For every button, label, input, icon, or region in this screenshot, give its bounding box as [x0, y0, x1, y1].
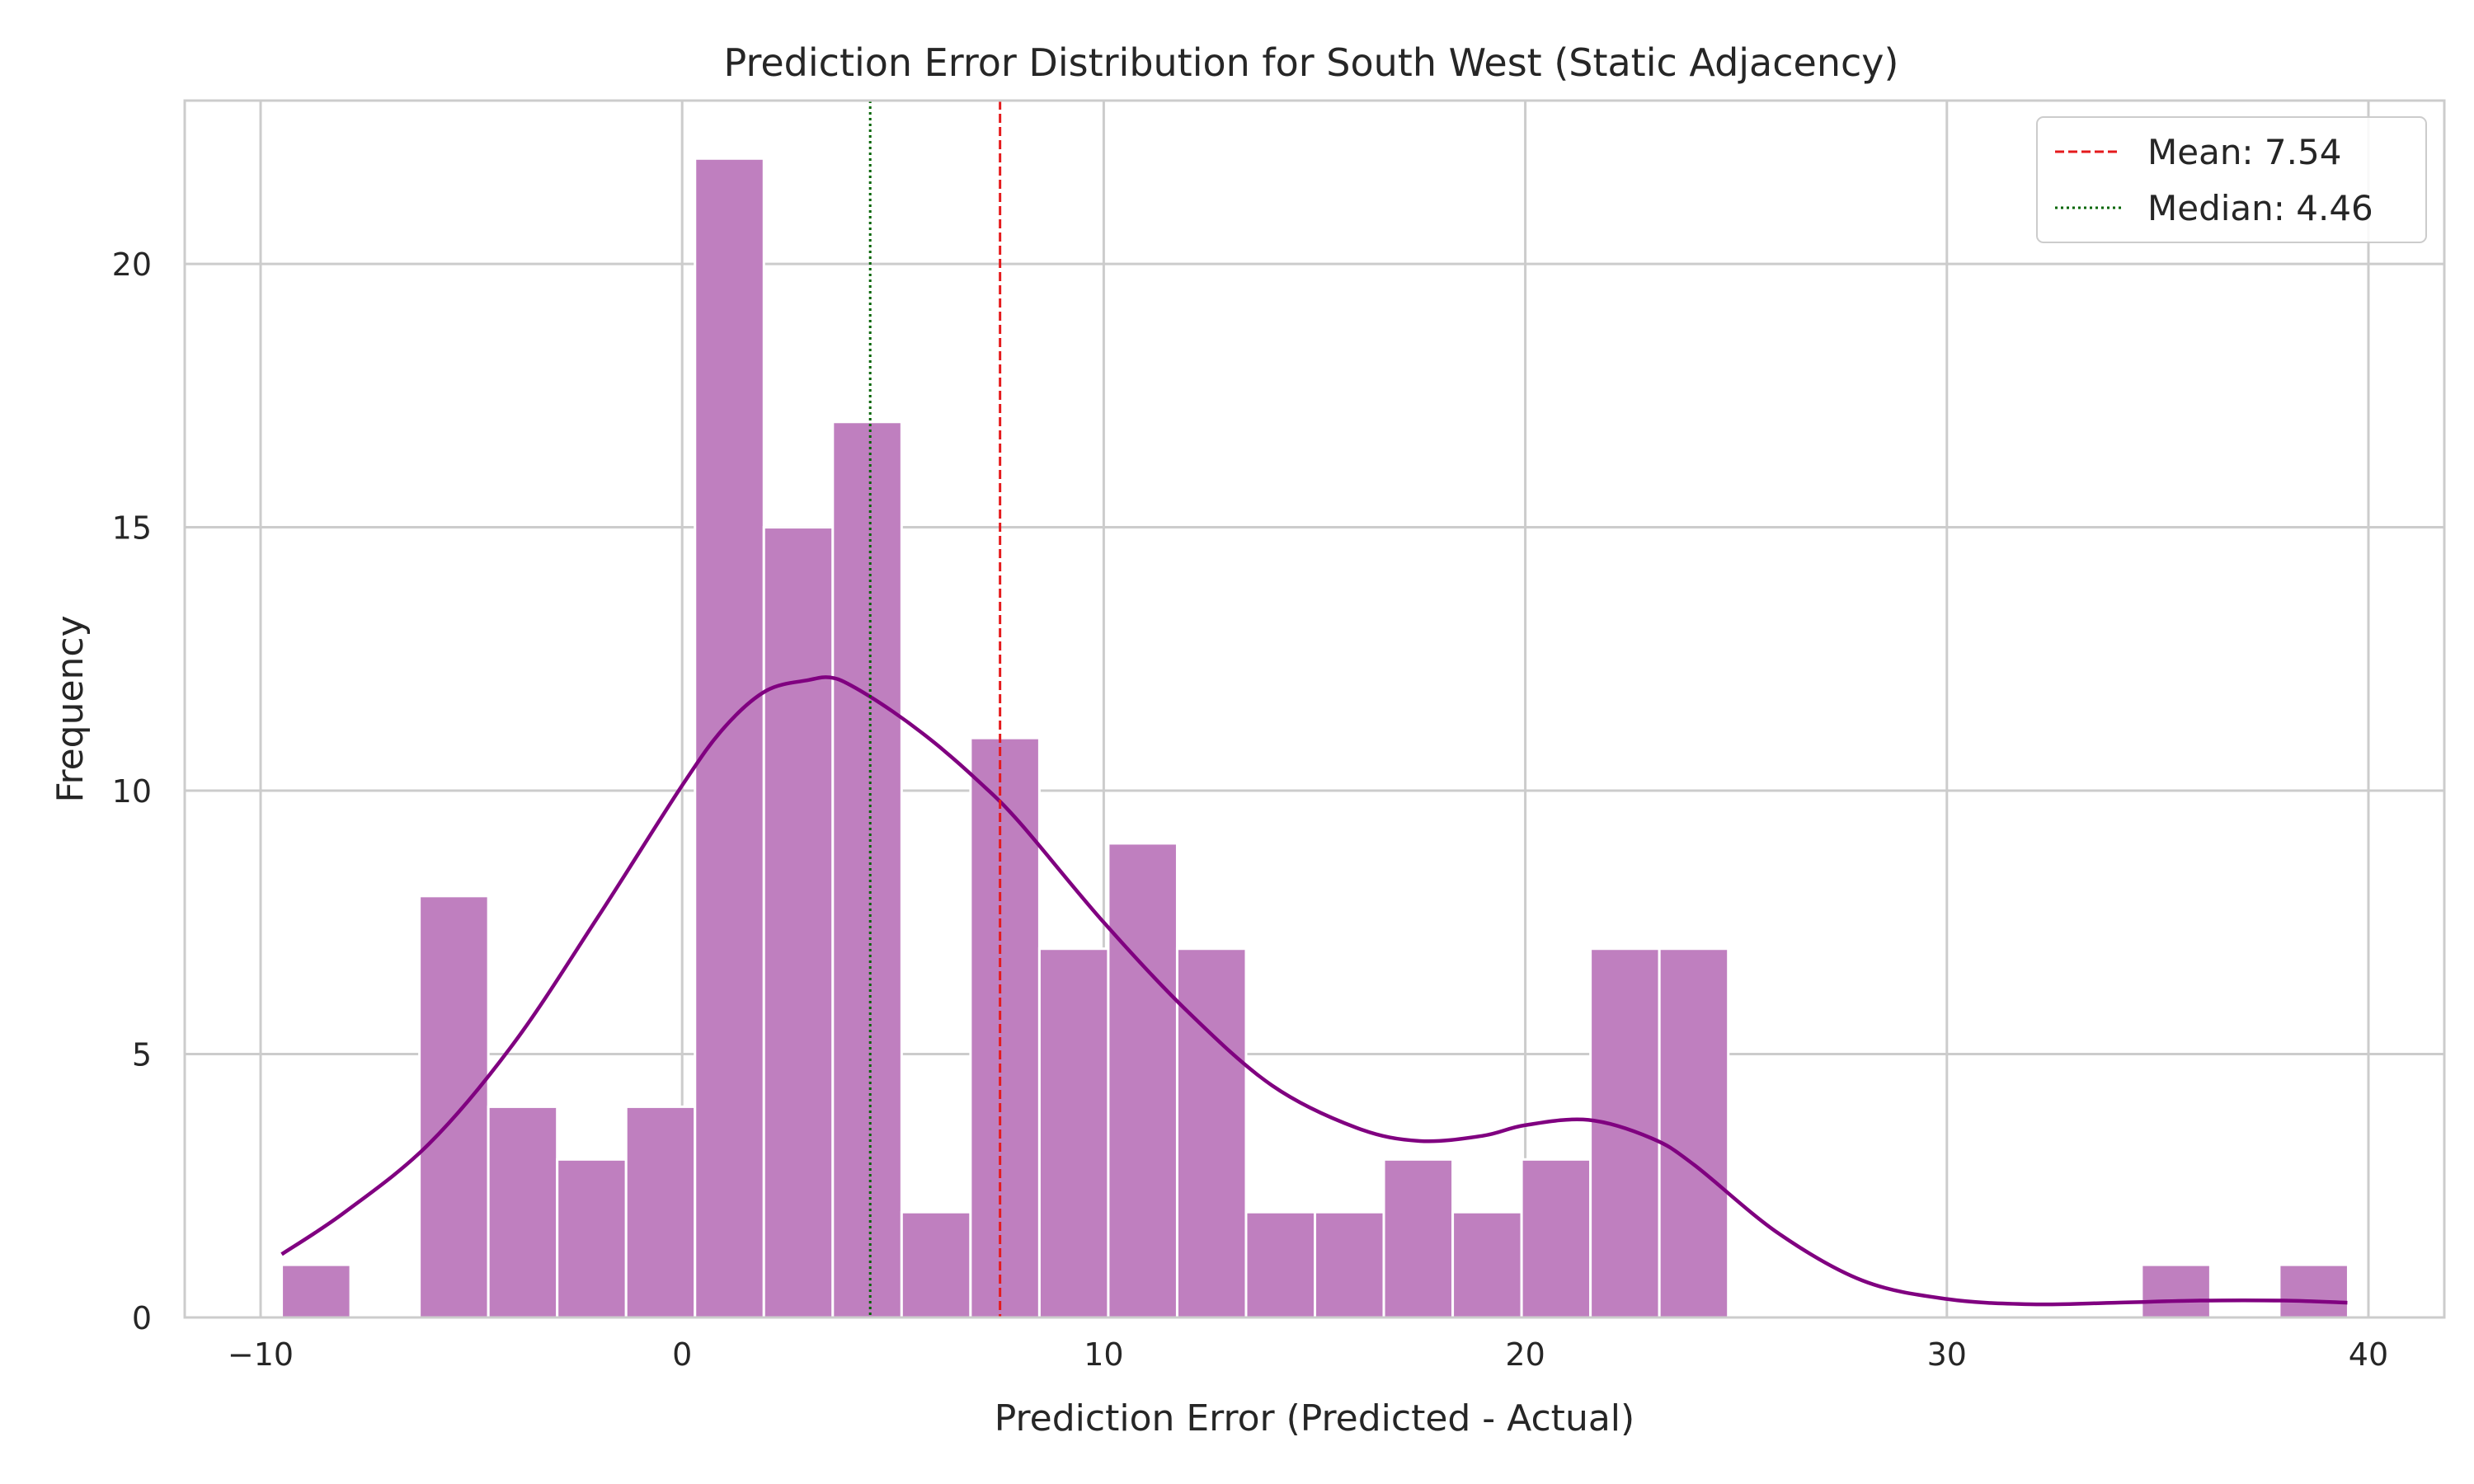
histogram-bar	[1451, 1210, 1523, 1319]
histogram-bar	[2278, 1263, 2349, 1319]
legend-entry: Mean: 7.54	[2147, 132, 2341, 172]
kde-curve-group	[280, 675, 2348, 1307]
histogram-bar	[1244, 1210, 1317, 1319]
histogram-bar	[418, 895, 490, 1319]
y-axis-label: Frequency	[49, 615, 92, 802]
histogram-bar	[1520, 1158, 1592, 1319]
y-tick-label: 15	[112, 510, 152, 547]
histogram-bar	[487, 1105, 559, 1319]
histogram-bar	[1175, 947, 1248, 1319]
plot-frame	[183, 99, 2446, 1319]
histogram-bar	[280, 1263, 352, 1319]
histogram-bars	[280, 157, 2349, 1319]
legend-entry: Median: 4.46	[2147, 188, 2373, 228]
x-tick-label: 20	[1505, 1336, 1545, 1373]
histogram-bar	[1107, 842, 1178, 1319]
chart-title: Prediction Error Distribution for South …	[724, 40, 1899, 85]
histogram-bar	[1037, 947, 1110, 1319]
y-tick-label: 10	[112, 773, 152, 810]
plot-area	[185, 101, 2444, 1317]
reference-lines	[868, 101, 1002, 1317]
x-tick-label: 30	[1927, 1336, 1967, 1373]
x-tick-label: 10	[1084, 1336, 1123, 1373]
histogram-bar	[556, 1158, 628, 1319]
histogram-bar	[900, 1210, 972, 1319]
histogram-bar	[1314, 1210, 1385, 1319]
x-tick-label: −10	[228, 1336, 294, 1373]
legend: Mean: 7.54 Median: 4.46	[2036, 116, 2427, 243]
histogram-bar	[1589, 947, 1661, 1319]
histogram-bar	[831, 420, 903, 1319]
kde-curve	[280, 675, 2348, 1307]
x-axis-label: Prediction Error (Predicted - Actual)	[995, 1397, 1634, 1439]
histogram-bar	[2140, 1263, 2212, 1319]
histogram-bar	[1658, 947, 1730, 1319]
histogram-bar	[624, 1105, 697, 1319]
histogram-bar	[1382, 1158, 1455, 1319]
y-tick-label: 0	[132, 1300, 152, 1336]
histogram-bar	[969, 736, 1041, 1319]
legend-box	[2036, 116, 2427, 243]
x-tick-label: 40	[2349, 1336, 2388, 1373]
y-tick-label: 20	[112, 247, 152, 283]
x-tick-label: 0	[672, 1336, 692, 1373]
histogram-bar	[694, 157, 765, 1319]
histogram-bar	[762, 526, 835, 1319]
x-tick-labels: −10 0 10 20 30 40	[228, 1336, 2388, 1373]
y-tick-label: 5	[132, 1037, 152, 1073]
y-tick-labels: 0 5 10 15 20	[112, 247, 152, 1336]
